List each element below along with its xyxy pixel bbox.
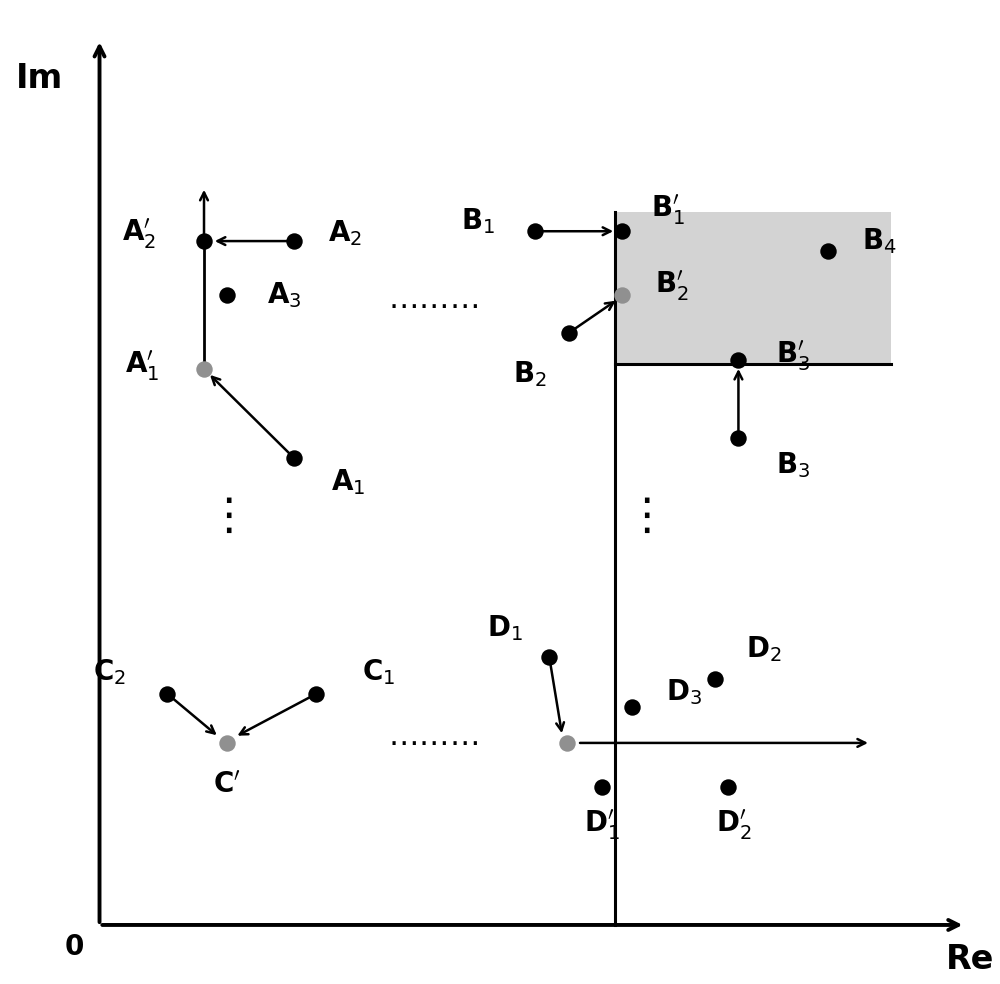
Point [594, 779, 610, 795]
Point [720, 779, 736, 795]
Text: $\mathbf{A}_2$: $\mathbf{A}_2$ [328, 218, 362, 248]
Text: $\cdots\cdots\cdots$: $\cdots\cdots\cdots$ [388, 290, 478, 320]
Point [820, 243, 836, 259]
Point [159, 686, 175, 702]
Point [614, 223, 630, 239]
Text: $\mathbf{B}_3'$: $\mathbf{B}_3'$ [776, 338, 810, 373]
Text: $\mathbf{C}_1$: $\mathbf{C}_1$ [362, 657, 395, 687]
Polygon shape [615, 212, 891, 364]
Text: $\mathbf{D}_2'$: $\mathbf{D}_2'$ [716, 807, 751, 842]
Text: $\vdots$: $\vdots$ [624, 495, 650, 538]
Text: $\mathbf{C}'$: $\mathbf{C}'$ [213, 770, 241, 798]
Text: $\mathbf{B}_2$: $\mathbf{B}_2$ [513, 359, 546, 389]
Point [614, 287, 630, 303]
Point [196, 233, 212, 249]
Point [707, 671, 723, 687]
Point [730, 430, 746, 446]
Text: 0: 0 [65, 933, 84, 960]
Point [561, 325, 577, 340]
Text: $\mathbf{A}_3$: $\mathbf{A}_3$ [267, 280, 302, 310]
Text: $\mathbf{D}_3$: $\mathbf{D}_3$ [666, 677, 702, 707]
Point [559, 735, 575, 751]
Point [196, 361, 212, 377]
Point [730, 352, 746, 368]
Text: $\mathbf{A}_1'$: $\mathbf{A}_1'$ [125, 348, 160, 384]
Text: $\mathbf{B}_2'$: $\mathbf{B}_2'$ [655, 268, 689, 303]
Text: $\mathbf{D}_1$: $\mathbf{D}_1$ [487, 613, 523, 643]
Point [527, 223, 543, 239]
Text: $\mathbf{C}_2$: $\mathbf{C}_2$ [93, 657, 126, 687]
Text: $\cdots\cdots\cdots$: $\cdots\cdots\cdots$ [388, 728, 478, 758]
Text: $\vdots$: $\vdots$ [206, 495, 232, 538]
Text: $\mathbf{B}_1'$: $\mathbf{B}_1'$ [651, 192, 685, 227]
Text: $\mathbf{B}_3$: $\mathbf{B}_3$ [776, 451, 810, 480]
Text: $\mathbf{B}_4$: $\mathbf{B}_4$ [862, 226, 897, 256]
Text: $\mathbf{D}_1'$: $\mathbf{D}_1'$ [584, 807, 620, 842]
Text: $\mathbf{B}_1$: $\mathbf{B}_1$ [461, 207, 495, 236]
Point [286, 233, 302, 249]
Text: Re: Re [946, 943, 994, 976]
Text: $\mathbf{D}_2$: $\mathbf{D}_2$ [746, 635, 782, 664]
Point [219, 287, 235, 303]
Text: $\mathbf{A}_1$: $\mathbf{A}_1$ [331, 467, 366, 497]
Point [624, 699, 640, 714]
Text: $\mathbf{A}_2'$: $\mathbf{A}_2'$ [122, 215, 156, 251]
Point [308, 686, 324, 702]
Point [219, 735, 235, 751]
Point [541, 649, 557, 665]
Text: Im: Im [16, 62, 63, 95]
Point [286, 450, 302, 465]
